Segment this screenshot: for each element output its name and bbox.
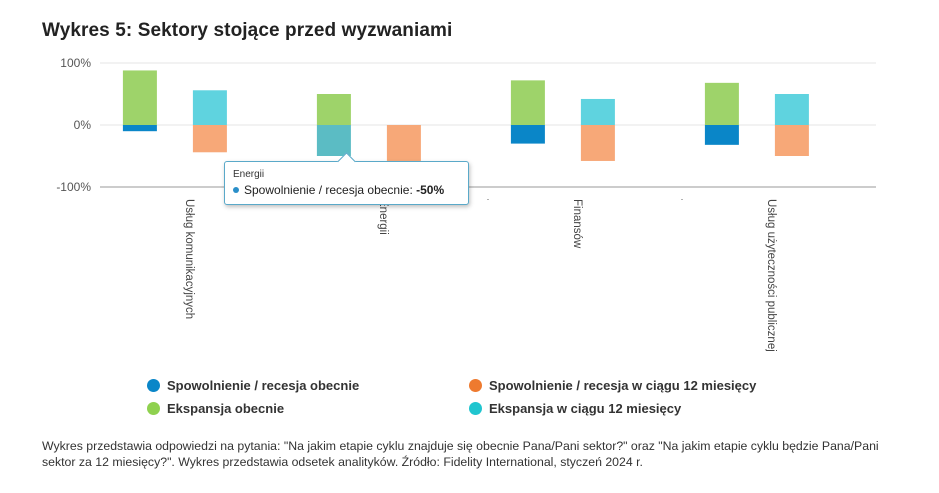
y-tick-label: 0% bbox=[74, 118, 92, 132]
data-tooltip: Energii Spowolnienie / recesja obecnie: … bbox=[224, 152, 469, 205]
bar bbox=[704, 82, 739, 125]
tooltip-row: Spowolnienie / recesja obecnie: -50% bbox=[233, 183, 444, 197]
legend-dot bbox=[147, 379, 160, 392]
x-tick-label: Usług komunikacyjnych bbox=[183, 199, 195, 319]
chart-footnote: Wykres przedstawia odpowiedzi na pytania… bbox=[42, 439, 879, 469]
legend-dot bbox=[469, 379, 482, 392]
tooltip-value: -50% bbox=[416, 183, 445, 197]
legend-label: Ekspansja obecnie bbox=[167, 401, 285, 416]
bar bbox=[386, 125, 421, 161]
tooltip-series-dot bbox=[233, 186, 239, 193]
legend-label: Spowolnienie / recesja obecnie bbox=[167, 378, 360, 393]
chart-title: Wykres 5: Sektory stojące przed wyzwania… bbox=[42, 20, 453, 41]
legend-dot bbox=[469, 402, 482, 415]
y-tick-label: -100% bbox=[56, 180, 91, 194]
bar bbox=[122, 70, 157, 125]
bar bbox=[704, 125, 739, 145]
bar bbox=[316, 125, 351, 156]
bar bbox=[774, 94, 809, 125]
bar bbox=[774, 125, 809, 156]
legend-item-expansion-now[interactable]: Ekspansja obecnie bbox=[147, 401, 284, 416]
legend-item-slowdown-now[interactable]: Spowolnienie / recesja obecnie bbox=[147, 378, 359, 393]
tooltip-header: Energii bbox=[233, 169, 265, 180]
legend-item-slowdown-12m[interactable]: Spowolnienie / recesja w ciągu 12 miesię… bbox=[469, 378, 756, 393]
y-tick-label: 100% bbox=[60, 56, 91, 70]
bar bbox=[580, 98, 615, 125]
bar bbox=[510, 80, 545, 125]
legend-label: Ekspansja w ciągu 12 miesięcy bbox=[489, 401, 682, 416]
bar bbox=[316, 94, 351, 125]
bar bbox=[122, 125, 157, 132]
bar bbox=[192, 125, 227, 153]
x-tick-label: Usług użyteczności publicznej bbox=[765, 199, 777, 352]
x-tick-label: Energii bbox=[377, 199, 389, 235]
bar bbox=[192, 90, 227, 125]
x-tick-label: Finansów bbox=[571, 199, 583, 249]
legend-dot bbox=[147, 402, 160, 415]
tooltip-series-label: Spowolnienie / recesja obecnie: bbox=[244, 183, 413, 197]
legend-item-expansion-12m[interactable]: Ekspansja w ciągu 12 miesięcy bbox=[469, 401, 681, 416]
bar-chart: 100% 0% -100% Usług komunikacyjnych Energii F… bbox=[56, 56, 876, 352]
bar bbox=[580, 125, 615, 161]
bar bbox=[510, 125, 545, 144]
legend-label: Spowolnienie / recesja w ciągu 12 miesię… bbox=[489, 378, 757, 393]
chart-legend: Spowolnienie / recesja obecnie Spowolnie… bbox=[147, 378, 847, 422]
